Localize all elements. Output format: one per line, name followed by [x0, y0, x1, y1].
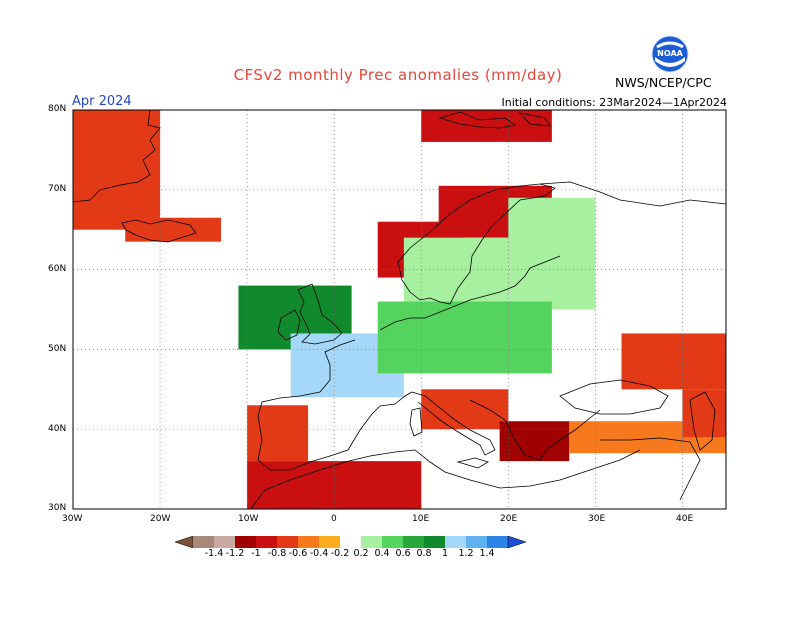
anomaly-region	[73, 110, 161, 230]
colorbar-tick-label: -0.8	[267, 548, 287, 559]
anomaly-region	[247, 461, 422, 509]
colorbar-segment	[424, 536, 445, 548]
colorbar-tick-label: 0.2	[353, 548, 369, 559]
colorbar-segment	[319, 536, 340, 548]
colorbar-segment	[466, 536, 487, 548]
anomaly-region	[421, 389, 509, 430]
colorbar-segment	[361, 536, 382, 548]
colorbar-max-arrow	[507, 536, 527, 548]
anomaly-region	[621, 333, 726, 390]
lon-label: 30E	[588, 514, 606, 524]
gridlines	[73, 110, 726, 509]
lat-label: 40N	[48, 424, 67, 434]
anomaly-region	[247, 405, 309, 462]
anomaly-region	[377, 301, 552, 374]
colorbar-tick-label: 0.8	[416, 548, 432, 559]
svg-text:NOAA: NOAA	[657, 49, 683, 58]
colorbar-segment	[403, 536, 424, 548]
lat-label: 50N	[48, 344, 67, 354]
colorbar-segment	[445, 536, 466, 548]
forecast-month: Apr 2024	[72, 94, 132, 109]
colorbar-segment	[193, 536, 214, 548]
noaa-logo-icon: NOAA	[651, 35, 689, 73]
colorbar-segment	[382, 536, 403, 548]
lon-label: 30W	[62, 514, 83, 524]
colorbar	[175, 536, 527, 548]
colorbar-tick-label: 1	[441, 548, 449, 559]
anomaly-region	[682, 389, 726, 438]
colorbar-tick-label: 0.4	[374, 548, 390, 559]
colorbar-tick-label: 0.6	[395, 548, 411, 559]
colorbar-segment	[487, 536, 508, 548]
lat-label: 30N	[48, 503, 67, 513]
lon-label: 10E	[412, 514, 430, 524]
colorbar-segment	[235, 536, 256, 548]
colorbar-tick-label: -1.4	[204, 548, 224, 559]
lat-label: 60N	[48, 264, 67, 274]
colorbar-segment	[277, 536, 298, 548]
initial-conditions: Initial conditions: 23Mar2024—1Apr2024	[501, 96, 728, 109]
colorbar-tick-label: -0.4	[309, 548, 329, 559]
lon-label: 10W	[238, 514, 259, 524]
colorbar-tick-label: -0.6	[288, 548, 308, 559]
anomaly-region	[508, 197, 596, 270]
plot-frame	[72, 109, 727, 510]
colorbar-tick-label: 1.2	[458, 548, 474, 559]
lon-label: 20W	[150, 514, 171, 524]
lon-label: 0	[331, 514, 337, 524]
lon-label: 20E	[500, 514, 518, 524]
agency-label: NWS/NCEP/CPC	[615, 75, 712, 90]
colorbar-tick-label: 1.4	[479, 548, 495, 559]
colorbar-min-arrow	[175, 536, 194, 548]
colorbar-segment	[298, 536, 319, 548]
lat-label: 80N	[48, 104, 67, 114]
colorbar-tick-label: -1.2	[225, 548, 245, 559]
anomaly-field	[73, 110, 726, 509]
colorbar-tick-label: -1	[251, 548, 261, 559]
chart-title: CFSv2 monthly Prec anomalies (mm/day)	[233, 66, 563, 84]
colorbar-segment	[340, 536, 361, 548]
colorbar-segment	[256, 536, 277, 548]
colorbar-segment	[214, 536, 235, 548]
anomaly-region	[421, 110, 552, 142]
colorbar-tick-label: -0.2	[330, 548, 350, 559]
coastlines	[73, 110, 726, 509]
lat-label: 70N	[48, 184, 67, 194]
anomaly-region	[595, 221, 726, 294]
lon-label: 40E	[676, 514, 694, 524]
